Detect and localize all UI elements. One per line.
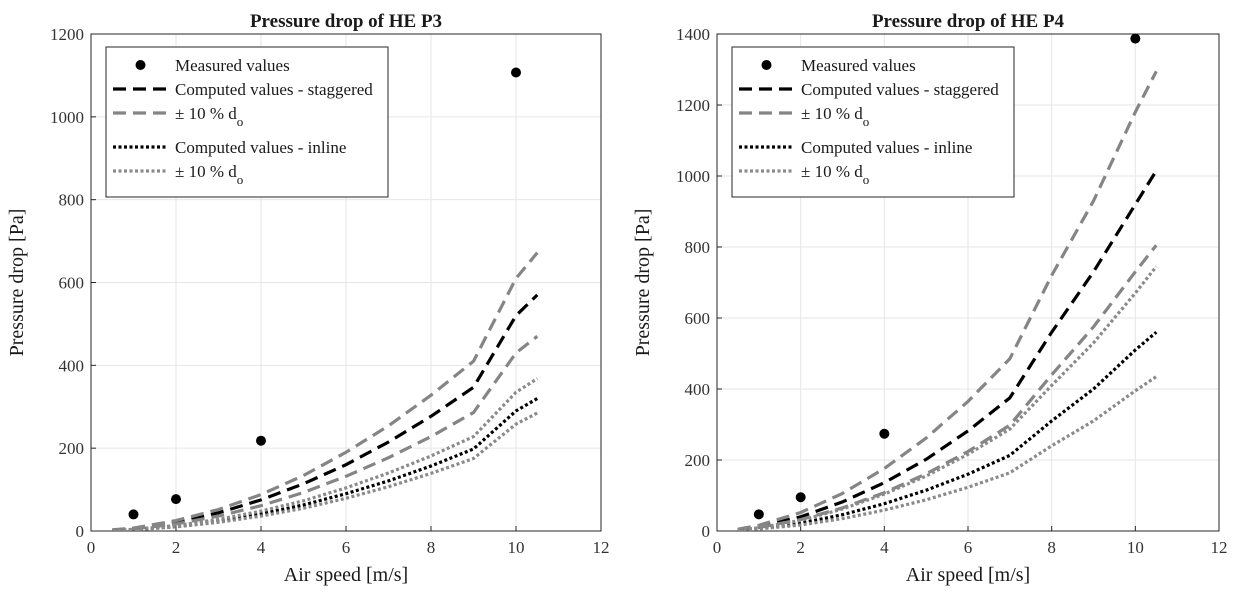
y-tick-label: 600 — [59, 274, 85, 293]
x-tick-label: 4 — [257, 538, 266, 557]
y-axis-label: Pressure drop [Pa] — [632, 209, 654, 357]
y-tick-label: 1200 — [50, 25, 84, 44]
y-tick-label: 200 — [59, 439, 85, 458]
staggered-upper-line — [112, 251, 539, 531]
y-tick-label: 0 — [76, 522, 85, 541]
legend-label: Measured values — [801, 56, 916, 75]
x-tick-label: 12 — [1211, 538, 1228, 557]
measured-point — [171, 494, 181, 505]
series-group — [112, 251, 539, 531]
y-tick-label: 1000 — [50, 108, 84, 127]
chart-title: Pressure drop of HE P4 — [872, 11, 1065, 32]
x-tick-label: 2 — [172, 538, 181, 557]
x-tick-label: 10 — [1127, 538, 1144, 557]
measured-point — [256, 435, 266, 446]
y-tick-label: 1400 — [676, 25, 710, 44]
chart-panel-4: 0 2 4 6 8 10 12 0 200 400 600 800 1000 1200 1400 Pressu… — [632, 11, 1228, 586]
y-tick-label: 1000 — [676, 167, 710, 186]
measured-point — [795, 492, 806, 503]
y-tick-label: 400 — [59, 356, 85, 375]
x-tick-label: 8 — [427, 538, 436, 557]
staggered-lower-line — [737, 244, 1158, 531]
x-tick-label: 0 — [713, 538, 722, 557]
y-tick-label: 600 — [685, 309, 711, 328]
y-tick-label: 800 — [59, 191, 85, 210]
measured-point — [753, 509, 764, 520]
y-tick-label: 800 — [685, 238, 711, 257]
measured-point — [128, 509, 139, 520]
legend: Measured values Computed values - stagger… — [105, 46, 389, 198]
x-tick-label: 0 — [87, 538, 96, 557]
legend-label: Computed values - inline — [175, 138, 346, 157]
x-tick-label: 2 — [796, 538, 805, 557]
legend-label: Computed values - inline — [801, 138, 972, 157]
series-group — [737, 70, 1158, 531]
x-tick-label: 8 — [1047, 538, 1056, 557]
legend-label-tolerance: ± 10 % do — [175, 104, 243, 129]
legend-label-tolerance: ± 10 % do — [801, 162, 869, 187]
legend-label: Measured values — [175, 56, 290, 75]
y-tick-label: 200 — [685, 451, 711, 470]
measured-point — [879, 428, 890, 439]
inline-lower-line — [737, 375, 1158, 531]
y-tick-label: 1200 — [676, 96, 710, 115]
legend-marker-measured — [135, 60, 146, 70]
x-axis-label: Air speed [m/s] — [906, 564, 1030, 586]
staggered-line — [737, 169, 1158, 531]
chart-title: Pressure drop of HE P3 — [250, 11, 442, 32]
measured-point — [511, 67, 521, 78]
staggered-line — [112, 293, 539, 531]
legend: Measured values Computed values - stagger… — [731, 46, 1015, 198]
inline-upper-line — [737, 265, 1158, 531]
legend-label-tolerance: ± 10 % do — [175, 162, 243, 187]
x-axis-label: Air speed [m/s] — [284, 564, 408, 586]
y-axis-label: Pressure drop [Pa] — [6, 209, 28, 357]
legend-label: Computed values - staggered — [175, 80, 373, 99]
legend-label-tolerance: ± 10 % do — [801, 104, 869, 129]
legend-marker-measured — [761, 60, 772, 70]
measured-point — [1130, 33, 1141, 44]
y-tick-label: 0 — [702, 522, 711, 541]
staggered-upper-line — [737, 70, 1158, 531]
x-tick-label: 6 — [964, 538, 973, 557]
x-tick-label: 4 — [880, 538, 889, 557]
chart-panel-3: 0 2 4 6 8 10 12 0 200 400 600 800 1000 1200 Pressure d… — [6, 11, 610, 586]
x-tick-label: 12 — [593, 538, 610, 557]
inline-lower-line — [112, 411, 539, 531]
legend-label: Computed values - staggered — [801, 80, 999, 99]
x-tick-label: 10 — [508, 538, 525, 557]
x-tick-label: 6 — [342, 538, 351, 557]
y-tick-label: 400 — [685, 380, 711, 399]
